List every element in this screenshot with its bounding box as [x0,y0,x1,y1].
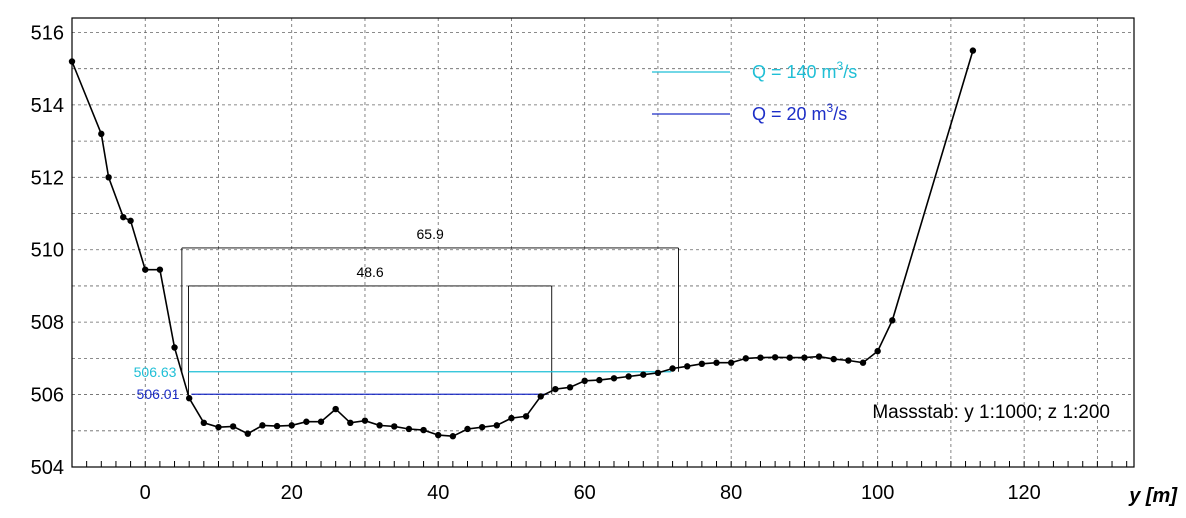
ground-point [522,413,530,420]
ground-point [361,417,369,424]
water-level-label: 506.01 [137,386,180,402]
ground-point [969,47,977,54]
x-tick-label: 120 [1007,482,1040,504]
ground-point [303,418,310,425]
ground-point [771,354,779,361]
ground-point [98,130,105,138]
ground-point [105,174,112,181]
ground-point [596,376,603,384]
ground-point [757,354,764,361]
grid-layer [72,18,1134,467]
legend-label-base: Q = 20 m [752,104,827,124]
legend-label-exponent: 3 [827,101,834,115]
x-tick-label: 40 [427,482,449,504]
minor-ticks [86,461,1128,467]
ground-point [552,385,559,393]
ground-point [669,365,676,372]
ground-point [537,393,544,400]
x-tick-label: 60 [574,482,596,504]
ground-point [171,344,178,351]
legend: Q = 140 m3/sQ = 20 m3/s [652,59,857,124]
water-levels: 506.63 506.01 [134,364,672,402]
ground-point [786,354,793,361]
ground-point [625,373,632,380]
ground-point [566,384,574,391]
ground-point [464,425,471,433]
ground-point [273,422,281,430]
ground-point [229,423,237,430]
ground-point [288,422,295,429]
ground-point [581,377,588,385]
ground-point [449,433,457,440]
ground-point [376,422,383,429]
ground-point [68,58,76,65]
y-tick-label: 510 [31,240,64,262]
dimension-label: 65.9 [417,226,444,242]
ground-point [874,347,881,355]
y-tick-label: 512 [31,167,64,189]
dimension-label: 48.6 [356,264,383,280]
ground-profile [68,47,977,440]
legend-label-unit: /s [833,104,847,124]
ground-point [259,422,266,429]
ground-point [420,426,427,434]
ground-point [244,430,251,437]
legend-label: Q = 20 m3/s [752,101,847,124]
ground-point [142,266,149,273]
y-tick-label: 508 [31,312,64,334]
x-axis-label: y [m] [1128,485,1178,507]
x-tick-label: 100 [861,482,894,504]
ground-point [859,359,867,366]
ground-point [156,266,164,273]
ground-point [713,359,720,366]
ground-point [215,423,222,431]
tick-labels: 0 20 40 60 80 100 120 504 506 508 510 512 514 516 [31,22,1041,504]
ground-point [347,419,354,427]
y-tick-label: 504 [31,457,64,479]
dimension-lines: 65.9 48.6 [181,226,679,395]
water-level-label: 506.63 [134,364,177,380]
ground-point [889,317,896,324]
ground-point [801,354,808,361]
x-tick-label: 80 [720,482,742,504]
ground-point [684,363,691,370]
x-tick-label: 0 [140,482,151,504]
scale-note: Massstab: y 1:1000; z 1:200 [872,402,1110,423]
ground-point [120,213,127,221]
legend-label: Q = 140 m3/s [752,59,857,82]
ground-point [727,359,735,366]
ground-point [845,357,852,364]
y-tick-label: 506 [31,385,64,407]
ground-point [698,360,706,368]
ground-point [508,414,515,422]
ground-point [185,395,193,402]
ground-point [317,418,325,425]
ground-point [391,423,398,430]
ground-point [200,419,208,427]
y-tick-label: 516 [31,22,64,44]
plot-border [71,17,1135,468]
y-tick-label: 514 [31,95,64,117]
ground-point [742,355,750,362]
ground-point [127,217,134,224]
annotations: Massstab: y 1:1000; z 1:200 y [m] [872,402,1178,507]
ground-profile-line [71,50,974,438]
ground-point [478,423,486,431]
ground-point [640,371,647,378]
legend-label-base: Q = 140 m [752,62,837,82]
ground-point [435,431,442,439]
ground-point [815,353,823,360]
legend-label-unit: /s [843,62,857,82]
ground-point [405,425,413,433]
ground-point [830,355,837,363]
ground-point [654,369,662,377]
ground-point [493,422,500,429]
ground-point [332,405,339,413]
ground-point [610,375,618,382]
legend-label-exponent: 3 [837,59,844,73]
x-tick-label: 20 [281,482,303,504]
plot-frame [71,17,1135,468]
